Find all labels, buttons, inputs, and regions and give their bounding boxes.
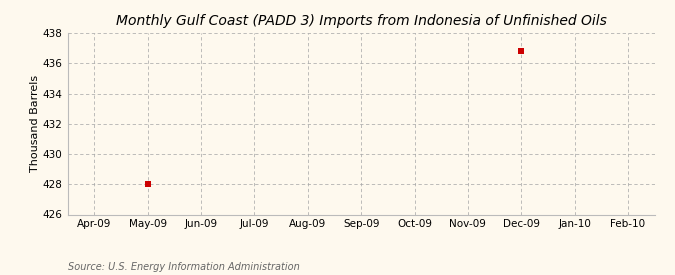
Y-axis label: Thousand Barrels: Thousand Barrels — [30, 75, 40, 172]
Title: Monthly Gulf Coast (PADD 3) Imports from Indonesia of Unfinished Oils: Monthly Gulf Coast (PADD 3) Imports from… — [115, 14, 607, 28]
Text: Source: U.S. Energy Information Administration: Source: U.S. Energy Information Administ… — [68, 262, 299, 272]
